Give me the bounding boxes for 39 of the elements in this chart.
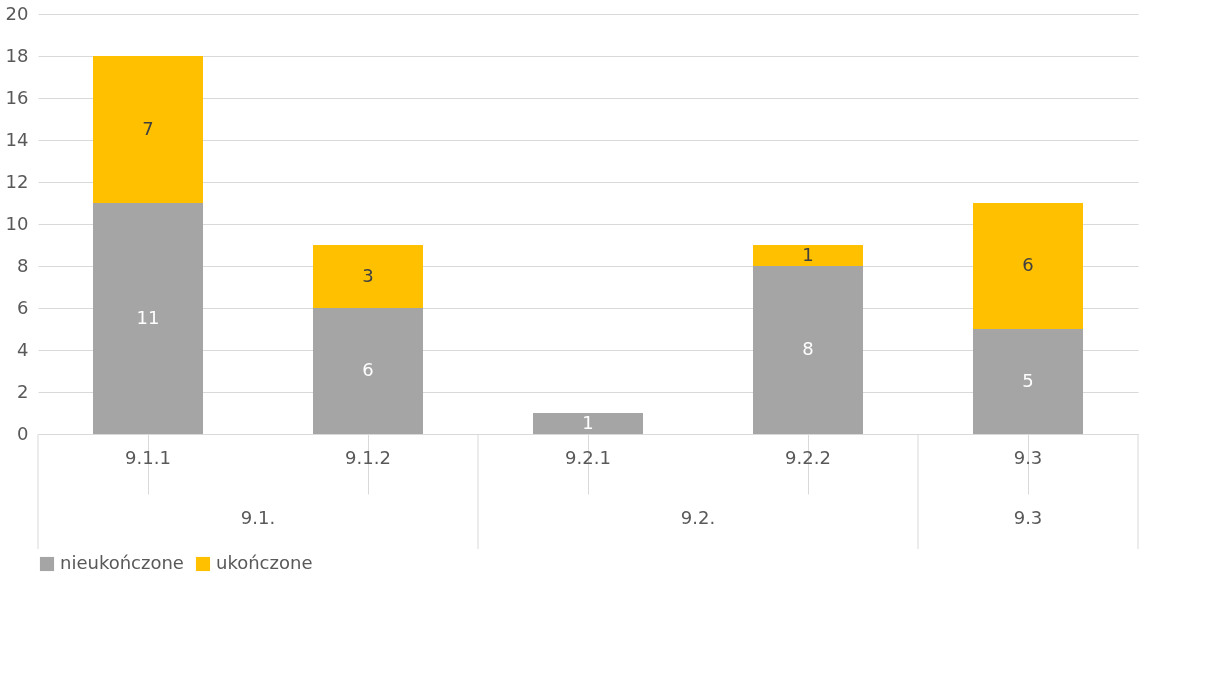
text: 9.3 (1013, 507, 1043, 528)
bar (533, 413, 643, 434)
data-label: 3 (362, 264, 374, 286)
x-tick-label: 9.1.2 (345, 446, 391, 468)
data-label: 6 (1022, 254, 1034, 275)
y-tick-label: 0 (17, 422, 29, 444)
legend-label: ukończone (216, 552, 313, 573)
bar (753, 245, 863, 266)
legend-label: nieukończone (60, 552, 184, 573)
y-tick-label: 20 (5, 2, 29, 24)
text: 9.1. (240, 507, 276, 528)
bar (973, 329, 1083, 434)
x-tick-label: 9.2.2 (785, 446, 831, 468)
y-tick-label: 4 (17, 338, 29, 360)
bar (753, 266, 863, 434)
text: 9.2. (680, 507, 716, 528)
y-tick-label: 18 (5, 44, 29, 66)
data-label: 7 (142, 117, 154, 139)
bar (93, 56, 203, 203)
x-tick-label: 9.2.1 (565, 446, 611, 468)
bar (973, 203, 1083, 329)
data-label: 1 (802, 243, 814, 265)
x-tick-label: 9.3 (1013, 446, 1043, 468)
data-label: 6 (362, 359, 374, 380)
bar (313, 245, 423, 308)
y-tick-label: 14 (5, 128, 29, 150)
bar (93, 203, 203, 434)
x-tick-label: 9.1.1 (125, 446, 171, 468)
y-tick-label: 6 (17, 296, 29, 318)
y-tick-label: 12 (5, 170, 29, 192)
y-tick-label: 2 (17, 380, 29, 402)
y-tick-label: 8 (17, 254, 29, 276)
data-label: 5 (1022, 369, 1034, 391)
y-tick-label: 16 (5, 86, 29, 108)
y-tick-label: 10 (5, 212, 29, 234)
bar (313, 308, 423, 434)
data-label: 1 (582, 411, 594, 433)
data-label: 11 (136, 306, 160, 328)
data-label: 8 (802, 338, 814, 359)
